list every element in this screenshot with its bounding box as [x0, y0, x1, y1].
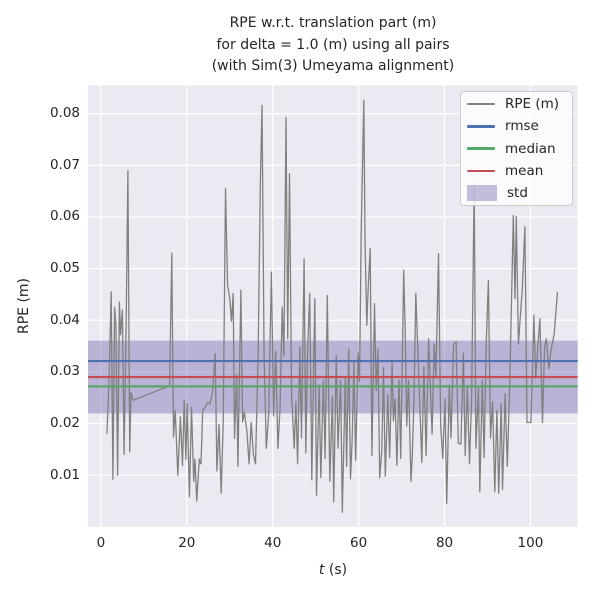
legend: RPE (m) rmse median mean std [460, 91, 573, 207]
y-tick-label: 0.07 [49, 156, 80, 173]
legend-entry-label: std [507, 185, 528, 202]
x-tick-label: 80 [435, 535, 454, 551]
legend-entry: RPE (m) [467, 93, 566, 115]
legend-entry: mean [467, 160, 566, 182]
legend-line-swatch [467, 169, 495, 173]
legend-patch-swatch [467, 185, 497, 202]
y-tick-label: 0.03 [49, 363, 80, 380]
title-line-2: for delta = 1.0 (m) using all pairs [216, 36, 450, 53]
legend-line-swatch [467, 102, 495, 106]
legend-line-swatch [467, 147, 495, 151]
title-line-3: (with Sim(3) Umeyama alignment) [211, 58, 455, 74]
x-axis-label: t (s) [88, 562, 578, 578]
rpe-line [106, 99, 559, 513]
legend-entry: median [467, 138, 566, 160]
x-axis-label-variable: t [318, 562, 325, 578]
x-tick-label: 100 [517, 535, 544, 551]
legend-line-swatch [467, 125, 495, 128]
legend-entry-label: mean [505, 163, 544, 180]
x-tick-label: 0 [96, 535, 106, 551]
y-tick-label: 0.02 [49, 415, 80, 432]
y-tick-label: 0.01 [49, 466, 80, 483]
legend-entry: rmse [467, 115, 566, 137]
y-tick-label: 0.08 [49, 105, 80, 122]
legend-entry-label: RPE (m) [505, 96, 560, 113]
chart-title: RPE w.r.t. translation part (m) for delt… [88, 13, 578, 78]
legend-entry-label: rmse [505, 118, 539, 135]
legend-entry: std [467, 182, 566, 204]
legend-entry-label: median [505, 140, 556, 157]
y-tick-label: 0.04 [49, 311, 80, 328]
x-tick-label: 40 [264, 535, 282, 551]
x-tick-label: 20 [178, 535, 196, 551]
x-tick-label: 60 [350, 535, 368, 551]
x-axis-label-unit: (s) [324, 562, 348, 578]
y-tick-label: 0.05 [49, 260, 80, 277]
title-line-1: RPE w.r.t. translation part (m) [229, 15, 437, 31]
y-tick-label: 0.06 [49, 208, 80, 225]
